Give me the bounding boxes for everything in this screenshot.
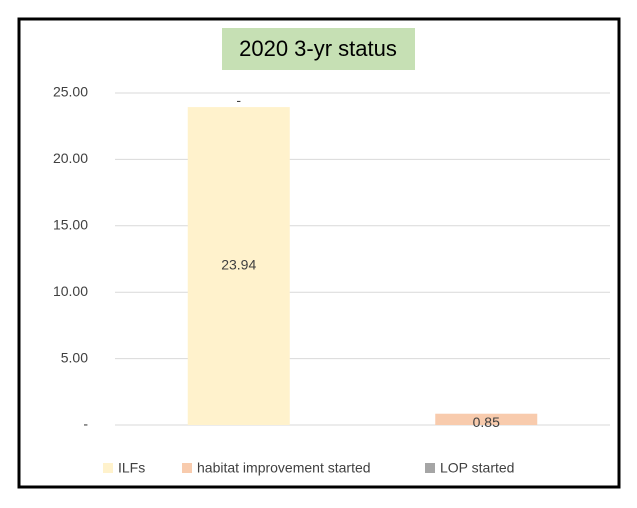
y-tick-label: 25.00 [53,84,88,100]
bar-segment [187,107,290,426]
legend-label: habitat improvement started [197,460,371,476]
chart-title: 2020 3-yr status [239,36,397,61]
y-tick-label: 20.00 [53,150,88,166]
data-label: - [236,92,241,108]
legend-label: LOP started [440,460,514,476]
y-tick-label: 10.00 [53,283,88,299]
chart-border [17,17,621,489]
legend-swatch [103,463,113,473]
legend-swatch [182,463,192,473]
data-label: 23.94 [221,257,256,273]
title-box [222,28,415,70]
legend-label: ILFs [118,460,145,476]
y-tick-label: - [83,416,88,432]
bar-segment [435,413,538,425]
legend-swatch [425,463,435,473]
y-tick-label: 15.00 [53,217,88,233]
data-label: 0.85 [473,414,500,430]
y-tick-label: 5.00 [61,349,88,365]
